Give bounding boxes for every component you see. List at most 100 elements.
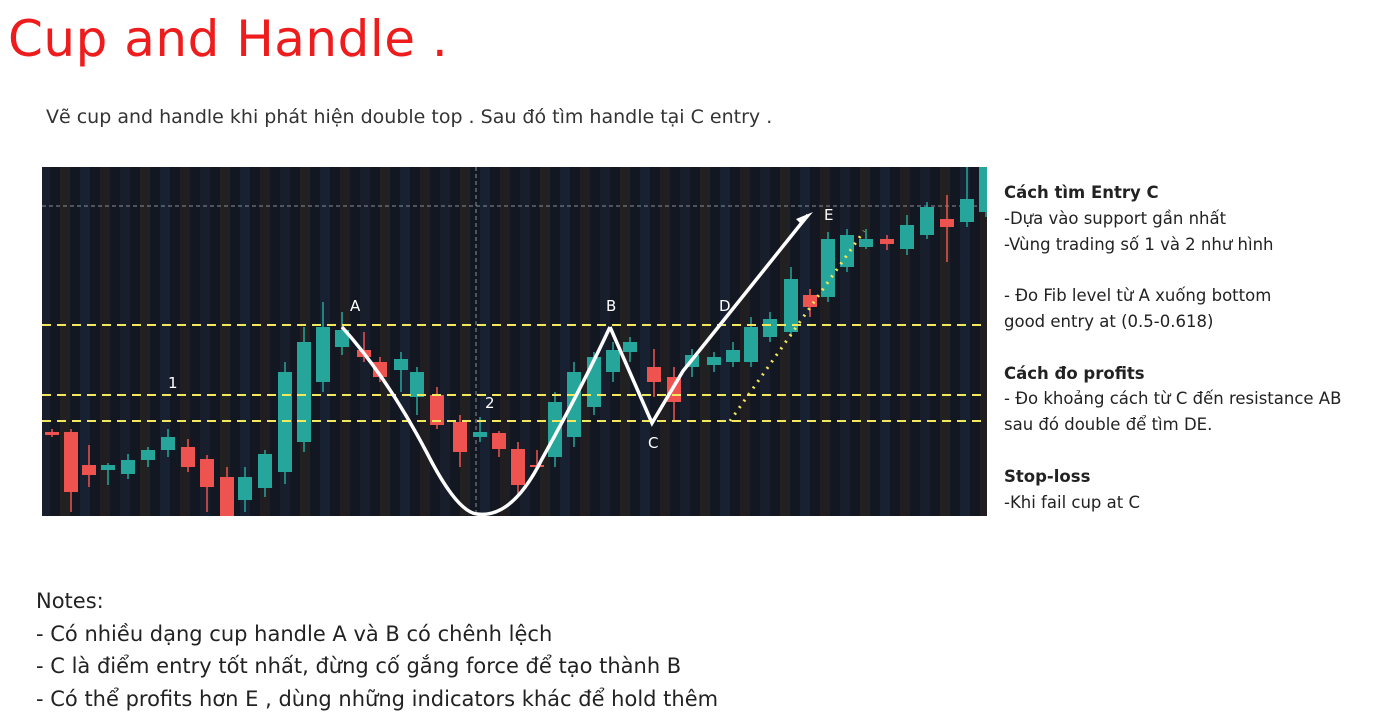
session-band: [280, 167, 290, 516]
session-band: [440, 167, 450, 516]
candle-body: [430, 395, 444, 425]
candle-body: [763, 319, 777, 337]
page-title: Cup and Handle .: [8, 10, 449, 68]
candle-body: [121, 460, 135, 474]
session-band: [960, 167, 970, 516]
session-band: [560, 167, 570, 516]
note-item: - Có nhiều dạng cup handle A và B có chê…: [36, 621, 553, 646]
candle-body: [82, 465, 96, 475]
session-band: [460, 167, 470, 516]
candle-body: [859, 239, 873, 247]
session-band: [500, 167, 510, 516]
session-band: [420, 167, 430, 516]
session-band: [980, 167, 987, 516]
candle-body: [587, 357, 601, 407]
candle-body: [960, 199, 974, 222]
notes-heading: Notes:: [36, 589, 104, 613]
session-band: [800, 167, 810, 516]
session-band: [820, 167, 830, 516]
page-subtitle: Vẽ cup and handle khi phát hiện double t…: [46, 106, 773, 128]
candle-body: [784, 279, 798, 332]
spacer: [1004, 257, 1370, 283]
session-band: [180, 167, 190, 516]
session-band: [900, 167, 910, 516]
session-band: [400, 167, 410, 516]
entry-line: good entry at (0.5-0.618): [1004, 311, 1214, 331]
candle-body: [220, 477, 234, 516]
explanation-panel: Cách tìm Entry C -Dựa vào support gần nh…: [1004, 180, 1370, 515]
session-band: [680, 167, 690, 516]
session-band: [480, 167, 490, 516]
candle-body: [473, 432, 487, 437]
session-band: [660, 167, 670, 516]
session-band: [60, 167, 70, 516]
spacer: [1004, 438, 1370, 464]
candle-body: [258, 454, 272, 488]
candle-body: [623, 342, 637, 352]
session-band: [620, 167, 630, 516]
candle-body: [335, 330, 349, 347]
notes-block: Notes: - Có nhiều dạng cup handle A và B…: [36, 585, 718, 715]
session-band: [580, 167, 590, 516]
candle-body: [920, 207, 934, 235]
candle-body: [200, 459, 214, 487]
candle-body: [297, 342, 311, 442]
label-zone-2: 2: [485, 394, 495, 412]
candle-body: [410, 372, 424, 397]
section-heading-profits: Cách đo profits: [1004, 363, 1145, 383]
candle-body: [979, 167, 987, 212]
arrow-head: [796, 212, 813, 225]
candle-body: [647, 367, 661, 382]
session-band: [160, 167, 170, 516]
candle-body: [880, 239, 894, 244]
candle-body: [101, 465, 115, 470]
session-band: [360, 167, 370, 516]
candle-body: [840, 235, 854, 267]
candle-body: [238, 477, 252, 500]
session-band: [80, 167, 90, 516]
candle-body: [64, 432, 78, 492]
session-band: [220, 167, 230, 516]
candle-body: [803, 295, 817, 307]
candle-body: [567, 372, 581, 437]
candle-body: [453, 422, 467, 452]
candle-body: [141, 450, 155, 460]
candle-body: [316, 327, 330, 382]
profits-line: sau đó double để tìm DE.: [1004, 415, 1213, 435]
candle-body: [821, 239, 835, 297]
candle-body: [492, 433, 506, 449]
candle-body: [511, 449, 525, 485]
candlestick-chart: A B C D E 1 2: [42, 167, 987, 516]
candle-body: [181, 447, 195, 467]
handle-and-breakout-path: [608, 213, 810, 427]
session-band: [860, 167, 870, 516]
session-band: [140, 167, 150, 516]
candle-body: [707, 357, 721, 365]
session-band: [840, 167, 850, 516]
candle-body: [726, 350, 740, 362]
candle-body: [45, 432, 59, 435]
candle-body: [744, 327, 758, 362]
candles: [45, 167, 987, 516]
candle-body: [900, 225, 914, 249]
session-band: [720, 167, 730, 516]
candle-body: [940, 219, 954, 227]
session-band: [760, 167, 770, 516]
entry-line: - Đo Fib level từ A xuống bottom: [1004, 286, 1272, 306]
candle-body: [373, 362, 387, 377]
session-band: [940, 167, 950, 516]
session-band: [200, 167, 210, 516]
section-heading-entry: Cách tìm Entry C: [1004, 183, 1159, 202]
entry-line: -Vùng trading số 1 và 2 như hình: [1004, 234, 1274, 254]
session-band: [260, 167, 270, 516]
session-band: [540, 167, 550, 516]
session-band: [520, 167, 530, 516]
section-heading-stoploss: Stop-loss: [1004, 466, 1091, 486]
cup-curve: [340, 325, 612, 516]
session-band: [42, 167, 50, 516]
session-band: [240, 167, 250, 516]
candle-body: [394, 359, 408, 370]
session-band: [380, 167, 390, 516]
session-band: [920, 167, 930, 516]
session-band: [640, 167, 650, 516]
